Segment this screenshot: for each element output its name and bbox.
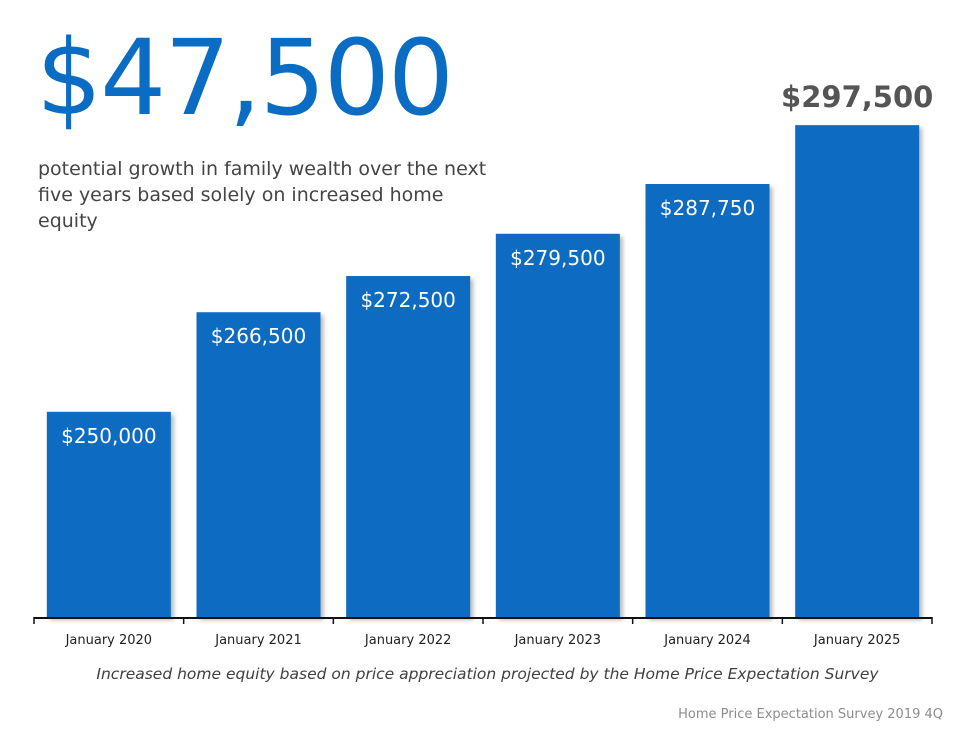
x-tick-label: January 2020 [65, 633, 153, 648]
x-tick-label: January 2025 [813, 633, 901, 648]
data-label: $297,500 [781, 80, 933, 114]
x-tick-label: January 2021 [214, 633, 302, 648]
bar-january-2020 [46, 411, 171, 617]
bar-january-2022 [346, 276, 471, 617]
x-tick-label: January 2024 [663, 633, 751, 648]
x-tick-label: January 2022 [364, 633, 452, 648]
headline-description: potential growth in family wealth over t… [38, 158, 487, 232]
bar-chart: $250,000 January 2020 $266,500 January 2021… [33, 80, 933, 648]
data-label: $266,500 [211, 324, 306, 348]
bar-january-2021 [196, 312, 321, 617]
data-label: $272,500 [360, 288, 455, 312]
bar-january-2024 [645, 183, 770, 618]
data-label: $250,000 [61, 424, 156, 448]
chart-footnote: Increased home equity based on price app… [96, 665, 879, 683]
data-label: $287,750 [660, 196, 755, 220]
bar-january-2025 [795, 125, 920, 617]
x-tick-label: January 2023 [514, 633, 602, 648]
source-credit: Home Price Expectation Survey 2019 4Q [678, 707, 943, 722]
bar-january-2023 [495, 233, 620, 617]
headline-amount: $47,500 [36, 17, 454, 139]
data-label: $279,500 [510, 246, 605, 270]
